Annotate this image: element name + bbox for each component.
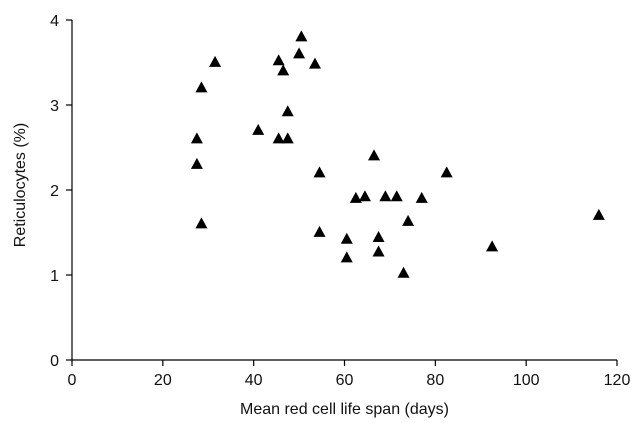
data-point [592,208,605,220]
data-point [195,81,208,93]
data-point [440,166,453,178]
y-tick-label: 0 [50,353,59,370]
x-tick-label: 20 [154,372,172,389]
data-point [415,191,428,203]
data-point [390,190,403,202]
x-tick-label: 80 [426,372,444,389]
data-point [272,132,285,144]
data-point [372,231,385,242]
data-point [340,251,353,263]
data-point [295,30,308,42]
data-point [372,245,385,257]
data-point [281,132,294,144]
y-tick-label: 1 [50,268,59,285]
data-point [340,232,353,244]
data-point [397,266,410,278]
x-tick-label: 60 [336,372,354,389]
x-tick-label: 120 [604,372,631,389]
data-point [358,190,371,202]
data-point [349,191,362,203]
axes [71,20,617,361]
x-tick-label: 100 [513,372,540,389]
data-point [486,240,499,252]
data-point [293,47,306,59]
data-point [281,105,294,117]
data-point [190,132,203,144]
y-tick-label: 2 [50,183,59,200]
x-axis-ticks: 0 20 40 60 80 100 120 [68,360,631,389]
x-tick-label: 40 [245,372,263,389]
data-point [252,123,265,135]
data-point [313,166,326,178]
x-axis-title: Mean red cell life span (days) [240,401,449,418]
data-point [379,190,392,202]
y-tick-label: 4 [50,13,59,30]
data-point [195,217,208,229]
data-points [190,30,605,278]
y-axis-title: Reticulocytes (%) [12,123,29,247]
data-point [313,225,326,237]
data-point [272,54,285,66]
data-point [190,157,203,169]
y-tick-label: 3 [50,98,59,115]
data-point [368,149,381,161]
data-point [209,55,222,67]
data-point [308,57,321,69]
data-point [402,214,415,226]
y-axis-ticks: 0 1 2 3 4 [50,13,72,370]
x-tick-label: 0 [68,372,77,389]
data-point [277,64,290,76]
